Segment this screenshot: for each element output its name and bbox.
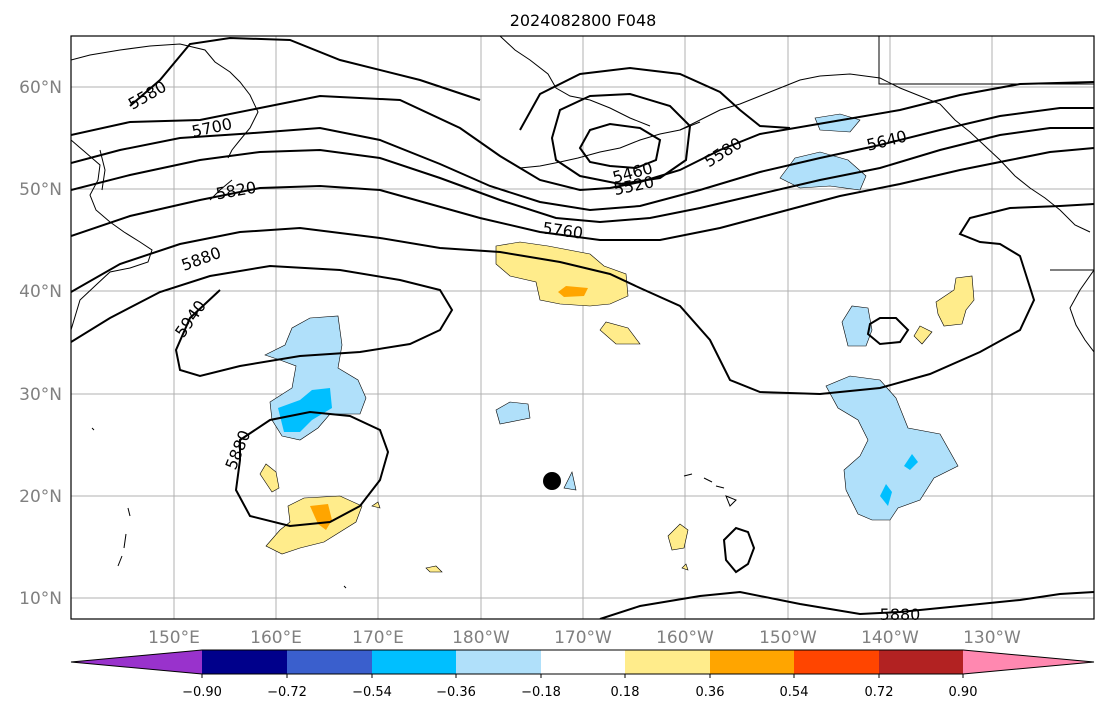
shade-light-blue-tiny xyxy=(563,471,577,491)
colorbar-extend-low xyxy=(71,650,202,674)
lat-label: 30°N xyxy=(19,385,62,405)
colorbar-tick-label: −0.36 xyxy=(436,685,476,700)
shade-yellow-speck-c xyxy=(681,563,689,571)
shade-light-blue-small xyxy=(495,401,531,425)
shade-yellow-speck-a xyxy=(371,501,381,509)
shade-yellow-small-a xyxy=(599,321,641,345)
contour-5880-inner xyxy=(71,203,1094,396)
shade-yellow-east-b xyxy=(913,325,933,345)
alaska-west xyxy=(499,36,651,127)
contour-5940-west xyxy=(71,264,454,378)
hawaii-d xyxy=(725,495,737,507)
shade-orange-central xyxy=(558,286,588,297)
asia-coast xyxy=(71,139,153,331)
lat-label: 40°N xyxy=(19,282,62,302)
map-frame xyxy=(70,35,1095,620)
hawaii-a xyxy=(683,473,693,477)
lon-label: 170°E xyxy=(352,628,404,648)
islands-central xyxy=(343,585,347,589)
colorbar-bin xyxy=(625,650,710,674)
figure-title: 2024082800 F048 xyxy=(510,11,657,30)
shade-yellow-hawaii-s xyxy=(667,523,689,551)
lon-label: 160°E xyxy=(250,628,302,648)
lat-label: 10°N xyxy=(19,589,62,609)
lon-labels: 150°E 160°E 170°E 180°W 170°W 160°W 150°… xyxy=(148,628,1021,648)
shade-yellow-west xyxy=(265,495,363,555)
point-marker xyxy=(543,472,561,490)
lon-label: 150°W xyxy=(759,628,817,648)
height-contours xyxy=(71,36,1094,619)
contour-label: 5880 xyxy=(880,605,921,624)
marianas xyxy=(117,507,131,567)
lon-label: 150°E xyxy=(148,628,200,648)
contour-closed-b xyxy=(722,526,756,574)
lon-label: 130°W xyxy=(963,628,1021,648)
contour-5700-west xyxy=(71,81,1094,192)
lat-label: 50°N xyxy=(19,180,62,200)
colorbar-extend-high xyxy=(963,650,1094,674)
shade-yellow-east-a xyxy=(935,275,975,327)
alaska-peninsula xyxy=(679,75,821,131)
shade-light-blue-east-b xyxy=(825,375,959,521)
contour-5880-main xyxy=(71,147,1094,241)
contour-5520 xyxy=(550,92,692,186)
lat-label: 60°N xyxy=(19,78,62,98)
hawaii-c xyxy=(715,485,725,489)
north-america-west xyxy=(1069,269,1094,353)
lon-label: 160°W xyxy=(656,628,714,648)
colorbar: −0.90 −0.72 −0.54 −0.36 −0.18 0.18 0.36 … xyxy=(70,649,1095,700)
shade-orange-west xyxy=(310,504,332,530)
lon-label: 180°W xyxy=(452,628,510,648)
contour-5760 xyxy=(71,107,1094,212)
colorbar-tick-label: 0.18 xyxy=(611,685,640,700)
contour-5460 xyxy=(578,122,662,170)
alaska-south xyxy=(819,73,1091,233)
shade-yellow-west-small xyxy=(259,463,280,493)
shade-yellow-central xyxy=(495,241,629,307)
colorbar-tick-label: 0.90 xyxy=(949,685,978,700)
shading-negative xyxy=(264,113,959,521)
colorbar-tick-label: −0.72 xyxy=(267,685,307,700)
colorbar-bin xyxy=(710,650,794,674)
shade-cyan-east-a xyxy=(904,454,918,470)
colorbar-bin xyxy=(456,650,541,674)
colorbar-tick-label: 0.36 xyxy=(696,685,725,700)
contour-5580-north xyxy=(129,36,481,107)
lat-labels: 60°N 50°N 40°N 30°N 20°N 10°N xyxy=(19,78,62,609)
wake-dot xyxy=(91,427,95,431)
contour-5820-west xyxy=(71,127,1094,224)
lon-label: 140°W xyxy=(861,628,919,648)
contour-5880-south xyxy=(234,410,390,528)
shading-positive xyxy=(259,241,975,573)
shade-yellow-speck-b xyxy=(425,565,443,573)
colorbar-tick-label: −0.18 xyxy=(521,685,561,700)
shade-cyan-west xyxy=(278,388,332,432)
contour-closed-a xyxy=(866,317,910,346)
colorbar-bin xyxy=(202,650,287,674)
colorbar-bin xyxy=(541,650,625,674)
shade-cyan-east-b xyxy=(880,484,892,506)
hawaii-b xyxy=(703,477,713,483)
shade-light-blue-east-a xyxy=(841,305,873,347)
colorbar-tick-label: 0.54 xyxy=(780,685,809,700)
lat-label: 20°N xyxy=(19,487,62,507)
contour-5580-low xyxy=(519,66,791,131)
lon-label: 170°W xyxy=(554,628,612,648)
aleutians xyxy=(519,121,701,169)
colorbar-bin xyxy=(372,650,456,674)
colorbar-tick-label: −0.90 xyxy=(182,685,222,700)
colorbar-tick-label: 0.72 xyxy=(865,685,894,700)
colorbar-bin xyxy=(879,650,963,674)
colorbar-bin xyxy=(794,650,879,674)
coastlines xyxy=(71,36,1094,589)
kamchatka-coast xyxy=(71,43,259,159)
contour-5880-bottom xyxy=(599,590,1094,619)
colorbar-bin xyxy=(287,650,372,674)
colorbar-tick-label: −0.54 xyxy=(352,685,392,700)
map-area xyxy=(71,36,1094,619)
sakhalin xyxy=(99,149,106,191)
